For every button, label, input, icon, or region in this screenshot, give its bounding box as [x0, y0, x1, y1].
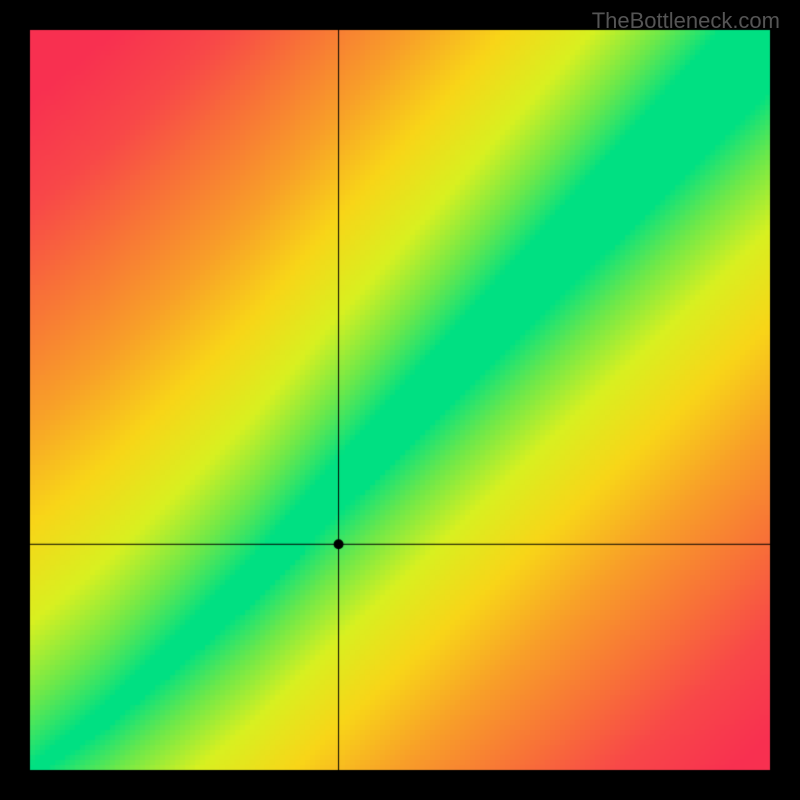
watermark-text: TheBottleneck.com	[592, 8, 780, 34]
bottleneck-heatmap	[0, 0, 800, 800]
